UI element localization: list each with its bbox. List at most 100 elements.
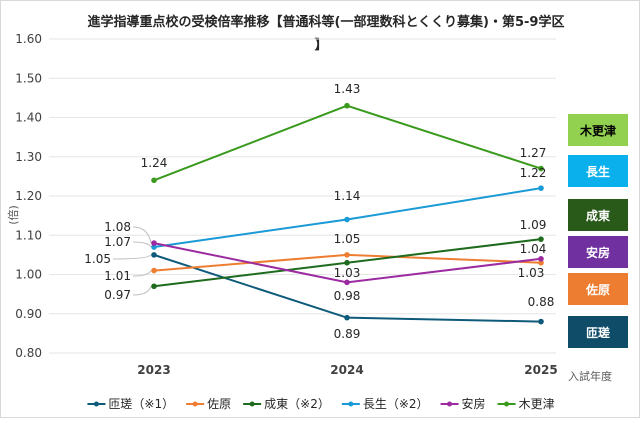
legend-label: 成東（※2） [264, 397, 330, 411]
legend-item-2[interactable]: 成東（※2） [243, 397, 330, 411]
school-box-label: 安房 [586, 245, 610, 260]
school-box-4: 佐原 [568, 273, 628, 305]
legend-item-3[interactable]: 長生（※2） [341, 397, 429, 411]
y-tick-label: 1.50 [15, 71, 42, 85]
leader-line [112, 254, 152, 260]
y-tick-label: 1.60 [15, 32, 42, 46]
data-label: 1.22 [520, 166, 547, 180]
school-box-bg [568, 114, 628, 146]
data-label: 1.05 [334, 232, 361, 246]
data-labels: 1.05 0.89 0.88 1.01 1.05 1.03 0.97 1.03 1.09 1.07… [84, 82, 554, 341]
y-tick-label: 1.30 [15, 150, 42, 164]
y-tick-label: 1.20 [15, 189, 42, 203]
chart-title-line2: 】 [314, 37, 327, 53]
legend-marker [249, 401, 255, 407]
legend-marker [192, 401, 198, 407]
school-box-label: 佐原 [585, 282, 610, 297]
data-label: 1.27 [520, 146, 547, 160]
data-label: 0.97 [104, 288, 131, 302]
legend-label: 安房 [462, 396, 486, 411]
leader-line [132, 270, 152, 277]
leader-lines [112, 226, 152, 296]
data-label: 0.98 [334, 289, 361, 303]
x-tick-label: 2024 [330, 363, 363, 377]
data-point [151, 244, 157, 250]
y-axis-label: (倍) [6, 205, 20, 225]
x-axis-ticks: 2023 2024 2025 [137, 363, 557, 377]
legend-marker [93, 401, 99, 407]
chart-title-line1: 進学指導重点校の受検倍率推移【普通科等(一部理数科とくくり募集)・第5-9学区 [88, 14, 565, 30]
data-point [538, 259, 544, 266]
data-point [538, 165, 544, 172]
data-point [538, 236, 544, 242]
school-box-0: 木更津 [568, 114, 628, 146]
leader-line [132, 226, 152, 244]
y-tick-label: 1.40 [15, 111, 42, 125]
legend-item-5[interactable]: 木更津 [497, 397, 555, 411]
gridlines [49, 38, 556, 354]
y-tick-label: 0.80 [15, 346, 42, 360]
series-line-5 [153, 104, 542, 182]
data-point [344, 102, 350, 109]
data-label: 1.03 [334, 266, 361, 280]
school-box-1: 長生 [568, 155, 628, 187]
legend-label: 匝瑳（※1） [108, 397, 174, 411]
school-box-bg [568, 199, 628, 231]
legend-marker [504, 401, 510, 407]
x-tick-label: 2023 [137, 363, 170, 377]
legend-item-4[interactable]: 安房 [440, 396, 486, 411]
legend[interactable]: 匝瑳（※1） 佐原 成東（※2） 長生（※2） 安房 木更津 [87, 396, 555, 411]
legend-item-0[interactable]: 匝瑳（※1） [87, 397, 174, 411]
leader-line [132, 286, 152, 296]
school-box-3: 安房 [568, 236, 628, 268]
data-label: 1.07 [104, 235, 131, 249]
data-point [151, 240, 157, 246]
data-label: 1.24 [141, 156, 168, 170]
school-box-bg [568, 155, 628, 187]
legend-marker [447, 401, 453, 407]
legend-marker [348, 401, 354, 407]
data-point [344, 279, 350, 286]
data-label: 1.05 [84, 252, 111, 266]
data-label: 0.89 [334, 327, 361, 341]
data-point [344, 216, 350, 223]
school-box-label: 長生 [586, 164, 610, 179]
legend-label: 木更津 [519, 397, 555, 411]
school-box-label: 成東 [586, 208, 610, 223]
x-tick-label: 2025 [524, 363, 557, 377]
school-box-5: 匝瑳 [568, 316, 628, 348]
y-tick-label: 1.10 [15, 228, 42, 242]
legend-label: 長生（※2） [363, 397, 429, 411]
legend-item-1[interactable]: 佐原 [186, 397, 231, 411]
data-label: 1.43 [334, 82, 361, 96]
data-point [344, 314, 350, 321]
y-tick-label: 0.90 [15, 307, 42, 321]
y-tick-label: 1.00 [15, 268, 42, 282]
school-box-2: 成東 [568, 199, 628, 231]
data-point [344, 252, 350, 258]
school-box-label: 木更津 [579, 123, 616, 138]
school-box-bg [568, 236, 628, 268]
data-point [151, 283, 157, 290]
data-label: 1.03 [518, 266, 545, 280]
data-point [538, 255, 544, 262]
y-axis-ticks: 0.80 0.90 1.00 1.10 1.20 1.30 1.40 1.50 1.60 [15, 32, 42, 360]
data-point [151, 252, 157, 258]
school-box-label: 匝瑳 [586, 325, 610, 340]
data-label: 1.08 [104, 220, 131, 234]
series-points [151, 102, 544, 325]
data-point [151, 177, 157, 184]
data-point [538, 185, 544, 191]
data-point [538, 318, 544, 325]
data-label: 1.04 [520, 242, 547, 256]
data-point [344, 259, 350, 266]
data-point [151, 267, 157, 274]
data-label: 1.09 [520, 218, 547, 232]
data-label: 1.01 [104, 269, 131, 283]
data-label: 1.14 [334, 189, 361, 203]
leader-line [132, 241, 152, 248]
legend-label: 佐原 [207, 397, 231, 411]
